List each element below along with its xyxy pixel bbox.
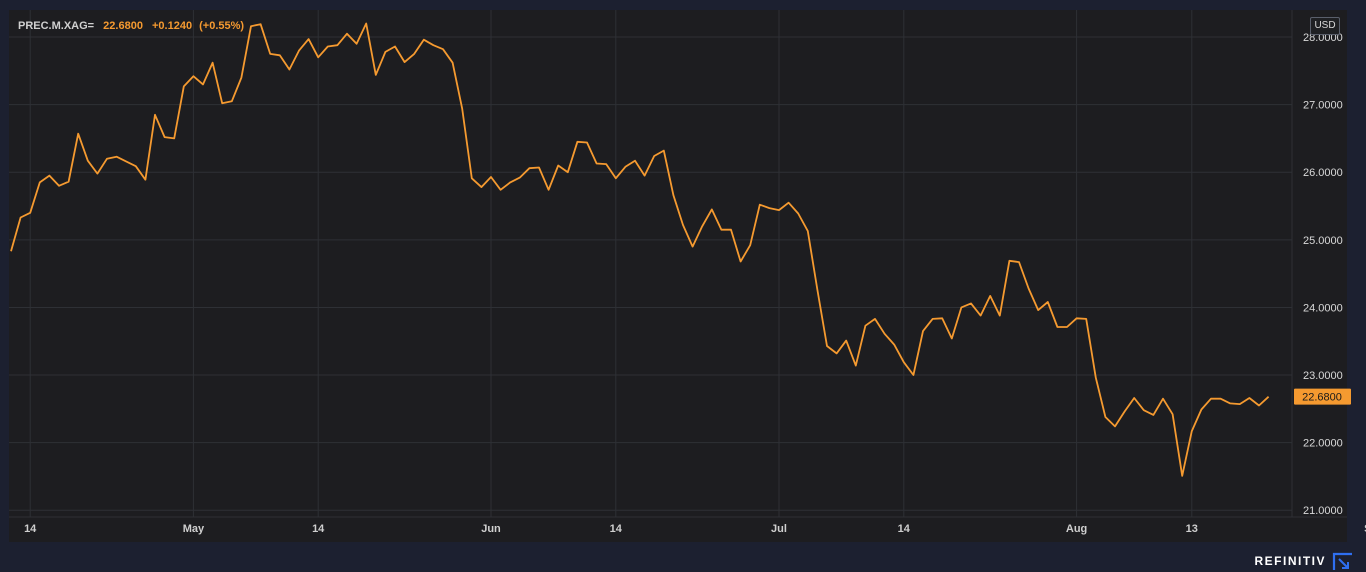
y-tick-label: 24.0000	[1303, 302, 1343, 314]
y-tick-label: 28.0000	[1303, 32, 1343, 44]
last-value-box	[1294, 388, 1351, 405]
y-tick-label: 21.0000	[1303, 505, 1343, 517]
series-line	[10, 22, 1270, 477]
x-tick-label: Aug	[1066, 523, 1087, 535]
x-tick-label: Sep	[1364, 523, 1366, 535]
x-axis-ticks: 14May14Jun14Jul14Aug13Sep14Oct14	[24, 523, 1366, 535]
price-change-pct: (+0.55%)	[199, 20, 244, 32]
x-tick-label: 14	[610, 523, 623, 535]
y-axis-panel	[1292, 10, 1347, 517]
y-axis-ticks: 21.0000 22.0000 23.0000 24.0000 25.0000 26.00…	[1303, 32, 1343, 517]
y-tick-label: 26.0000	[1303, 167, 1343, 179]
y-tick-label: 23.0000	[1303, 370, 1343, 382]
header-line: PREC.M.XAG= 22.6800 +0.1240 (+0.55%)	[18, 20, 244, 32]
last-value-marker: 22.6800	[1294, 388, 1351, 405]
plot-area	[9, 10, 1292, 517]
x-tick-label: 13	[1186, 523, 1198, 535]
brand-name: REFINITIV	[1254, 554, 1326, 568]
price-change: +0.1240	[152, 20, 192, 32]
x-axis-panel	[9, 517, 1347, 542]
currency-button[interactable]: USD	[1310, 17, 1340, 35]
last-value-label: 22.6800	[1302, 392, 1342, 404]
refinitiv-icon	[1332, 552, 1352, 570]
x-tick-label: May	[183, 523, 205, 535]
symbol-label: PREC.M.XAG=	[18, 20, 94, 32]
y-tick-label: 25.0000	[1303, 235, 1343, 247]
x-tick-label: 14	[898, 523, 911, 535]
y-tick-label: 22.0000	[1303, 438, 1343, 450]
x-tick-label: Jul	[771, 523, 787, 535]
last-price: 22.6800	[103, 20, 143, 32]
x-tick-label: Jun	[481, 523, 501, 535]
x-tick-label: 14	[312, 523, 325, 535]
x-tick-label: 14	[24, 523, 37, 535]
grid-lines	[9, 10, 1292, 517]
y-tick-label: 27.0000	[1303, 100, 1343, 112]
brand-logo: REFINITIV	[1254, 551, 1354, 571]
series-layer	[10, 22, 1270, 477]
